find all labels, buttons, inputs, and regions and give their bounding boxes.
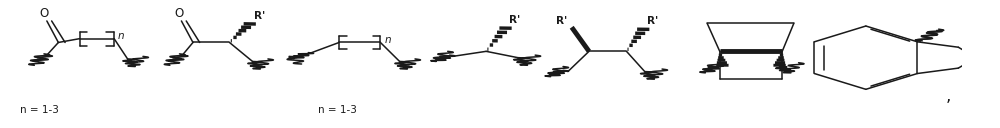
- Text: R': R': [254, 11, 265, 21]
- Text: ,: ,: [946, 87, 951, 105]
- Text: O: O: [39, 7, 49, 20]
- Text: n: n: [118, 31, 125, 41]
- Text: R': R': [556, 16, 568, 26]
- Text: n: n: [384, 35, 391, 45]
- Text: R': R': [647, 16, 658, 26]
- Text: n = 1-3: n = 1-3: [20, 105, 59, 115]
- Text: n = 1-3: n = 1-3: [318, 105, 357, 115]
- Text: R': R': [509, 15, 520, 25]
- Text: O: O: [174, 7, 183, 20]
